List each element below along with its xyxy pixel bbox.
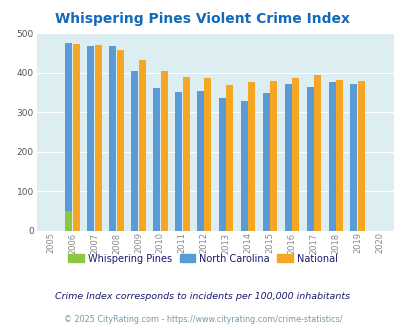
Bar (328, 82, 335, 231)
Bar (313, 75, 320, 231)
Bar (204, 78, 211, 231)
Bar (248, 82, 255, 231)
Text: Whispering Pines Violent Crime Index: Whispering Pines Violent Crime Index (55, 12, 350, 25)
Bar (175, 92, 181, 231)
Bar (65, 43, 72, 231)
Bar (131, 71, 138, 231)
Bar (262, 93, 269, 231)
Bar (117, 50, 124, 231)
Bar (73, 44, 80, 231)
Bar (357, 81, 364, 231)
Bar (87, 46, 94, 231)
Text: © 2025 CityRating.com - https://www.cityrating.com/crime-statistics/: © 2025 CityRating.com - https://www.city… (64, 315, 341, 324)
Bar (284, 84, 291, 231)
Bar (350, 84, 356, 231)
Text: Crime Index corresponds to incidents per 100,000 inhabitants: Crime Index corresponds to incidents per… (55, 292, 350, 301)
Bar (182, 77, 189, 231)
Bar (226, 85, 233, 231)
Bar (160, 71, 167, 231)
Bar (335, 80, 342, 231)
Bar (196, 91, 203, 231)
Bar (240, 101, 247, 231)
Legend: Whispering Pines, North Carolina, National: Whispering Pines, North Carolina, Nation… (64, 249, 341, 267)
Bar (95, 45, 102, 231)
Bar (153, 88, 160, 231)
Bar (306, 87, 313, 231)
Bar (270, 81, 277, 231)
Bar (218, 98, 225, 231)
Bar (139, 60, 145, 231)
Bar (65, 211, 72, 231)
Bar (109, 46, 116, 231)
Bar (291, 78, 298, 231)
